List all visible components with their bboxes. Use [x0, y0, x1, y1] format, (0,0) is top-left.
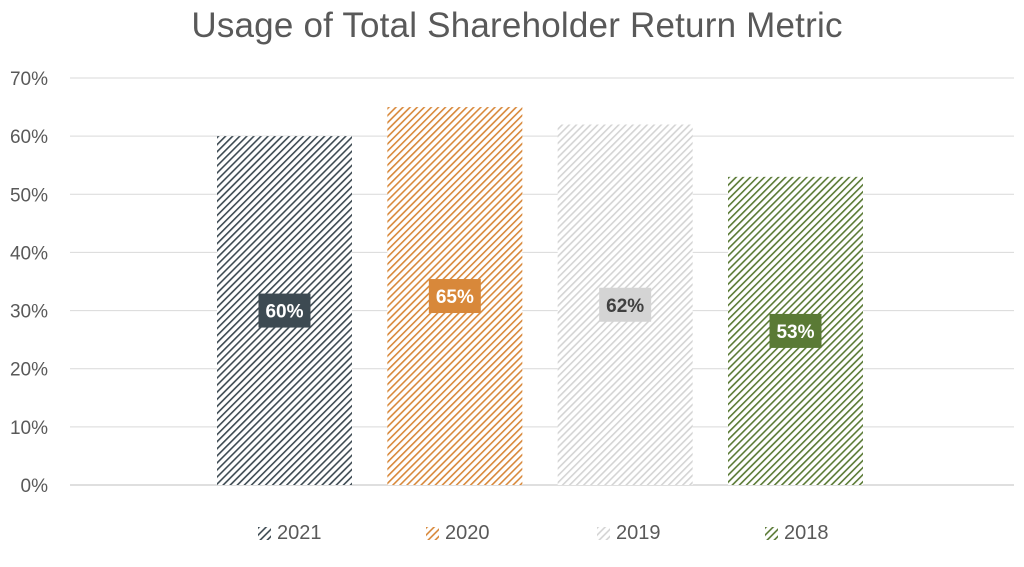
legend-label: 2019 [616, 522, 661, 544]
data-label-box-2021 [258, 293, 311, 328]
legend-swatch [765, 527, 778, 540]
legend-swatch [258, 527, 271, 540]
legend-label: 2020 [445, 522, 490, 544]
legend-label: 2018 [784, 522, 829, 544]
chart-title: Usage of Total Shareholder Return Metric [191, 6, 843, 45]
legend-label: 2021 [277, 522, 322, 544]
y-tick-label: 30% [10, 302, 48, 323]
legend-swatch [426, 527, 439, 540]
y-tick-label: 40% [10, 243, 48, 264]
data-label-box-2019 [599, 287, 652, 322]
y-tick-label: 50% [10, 185, 48, 206]
data-label-2021: 60% [265, 302, 303, 323]
y-tick-label: 70% [10, 69, 48, 90]
legend-item-2019: 2019 [597, 522, 661, 545]
data-label-2019: 62% [606, 296, 644, 317]
y-tick-label: 20% [10, 360, 48, 381]
chart-legend: 2021 2020 2019 2018 [0, 522, 1024, 548]
legend-swatch [597, 527, 610, 540]
y-tick-label: 60% [10, 127, 48, 148]
data-label-2020: 65% [436, 287, 474, 308]
y-tick-label: 0% [21, 476, 49, 497]
data-label-2018: 53% [776, 322, 814, 343]
data-label-box-2018 [769, 313, 822, 348]
legend-item-2020: 2020 [426, 522, 490, 545]
data-label-box-2020 [428, 279, 481, 314]
legend-item-2021: 2021 [258, 522, 322, 545]
y-tick-label: 10% [10, 418, 48, 439]
legend-item-2018: 2018 [765, 522, 829, 545]
